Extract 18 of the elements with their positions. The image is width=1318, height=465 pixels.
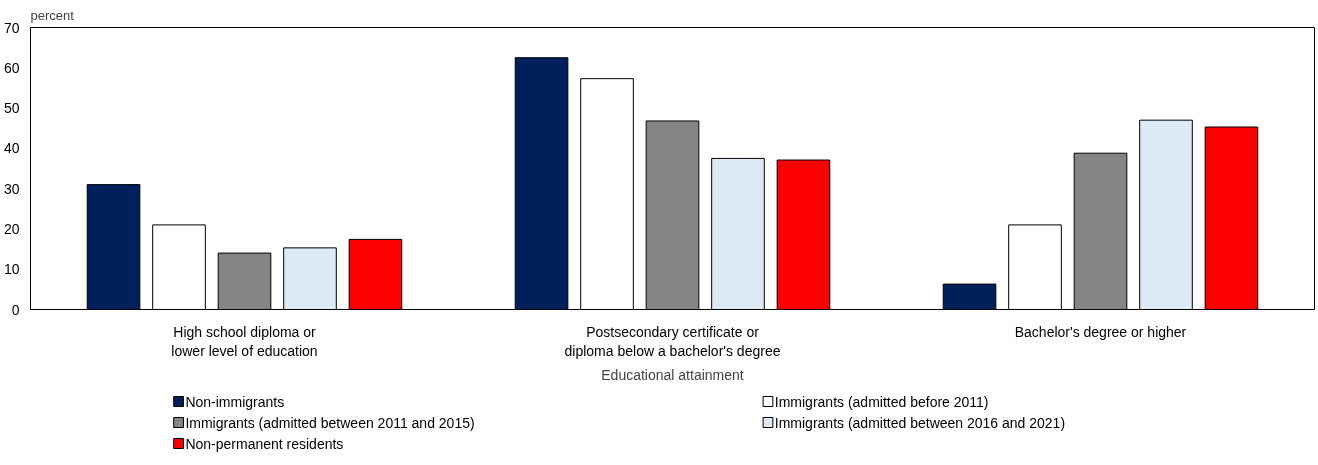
y-tick-label: 30 [3, 180, 20, 197]
y-tick-label: 40 [3, 140, 20, 157]
legend-label: Immigrants (admitted before 2011) [774, 393, 989, 410]
y-tick-label: 60 [3, 59, 20, 76]
x-axis-title: Educational attainment [601, 366, 744, 383]
legend-label: Immigrants (admitted between 2016 and 2021) [774, 414, 1066, 431]
y-tick-label: 20 [3, 220, 20, 237]
x-tick-label: Postsecondary certificate or diploma below a bachelor's degree [564, 323, 781, 359]
legend-label: Immigrants (admitted between 2011 and 2015) [185, 414, 475, 431]
x-tick-label: High school diploma or lower level of education [171, 323, 318, 359]
y-tick-label: 50 [3, 100, 20, 117]
legend-label: Non-immigrants [185, 393, 285, 410]
y-axis-title: percent [30, 7, 75, 23]
y-tick-label: 0 [11, 301, 20, 318]
legend-label: Non-permanent residents [185, 435, 344, 452]
y-tick-label: 70 [3, 19, 20, 36]
y-tick-label: 10 [3, 261, 20, 278]
x-tick-label: Bachelor's degree or higher [1014, 323, 1187, 340]
